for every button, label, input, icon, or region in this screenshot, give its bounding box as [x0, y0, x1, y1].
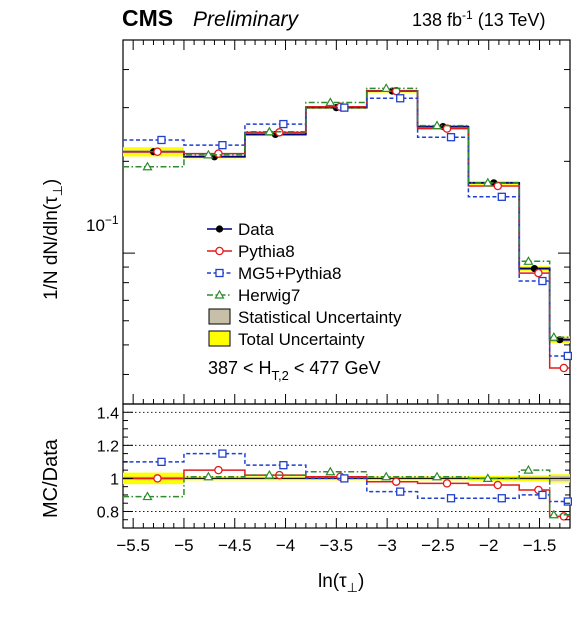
x-tick-label: −5.5: [116, 536, 150, 555]
legend-label-mg5: MG5+Pythia8: [238, 264, 341, 283]
lower-point-pythia8: [391, 477, 401, 486]
lower-y-tick-label: 1.4: [97, 405, 119, 422]
x-tick-label: −2.5: [421, 536, 455, 555]
upper-point-herwig7: [431, 120, 443, 130]
upper-point-mg5-pythia8: [396, 94, 405, 103]
lower-y-axis-label: MC/Data: [40, 438, 62, 518]
upper-point-herwig7: [142, 161, 153, 171]
lower-point-mg5-pythia8: [157, 457, 166, 467]
legend-entry-herwig7: Herwig7: [207, 286, 300, 305]
lower-point-pythia8: [493, 480, 503, 490]
lower-point-herwig7: [264, 469, 275, 479]
lower-reference-lines: [123, 411, 570, 512]
upper-point-herwig7: [325, 97, 336, 107]
lower-point-mg5-pythia8: [396, 487, 405, 496]
legend-label-total-unc: Total Uncertainty: [238, 330, 365, 349]
lower-point-herwig7: [203, 471, 214, 481]
lower-point-herwig7: [142, 491, 153, 501]
lower-point-mg5-pythia8: [340, 474, 349, 483]
lower-point-herwig7: [431, 471, 443, 481]
lower-y-tick-label: 1.2: [97, 438, 119, 455]
upper-frame: [122, 39, 571, 405]
x-tick-labels: −5.5 −5 −4.5 −4 −3.5 −3 −2.5 −2 −1.5: [116, 536, 556, 555]
lower-frame: [122, 403, 571, 529]
lower-point-herwig7: [548, 509, 559, 519]
experiment-label: CMS: [122, 5, 173, 31]
upper-point-herwig7: [264, 126, 275, 136]
upper-point-mg5-pythia8: [157, 135, 166, 145]
x-tick-label: −5: [174, 536, 193, 555]
x-tick-label: −4.5: [218, 536, 252, 555]
legend-entry-mg5: MG5+Pythia8: [207, 264, 341, 283]
upper-point-mg5-pythia8: [340, 103, 349, 112]
lower-y-ticks: 0.8 1 1.2 1.4: [97, 403, 570, 521]
lower-panel: 0.8 1 1.2 1.4 MC/Data: [40, 403, 572, 529]
upper-point-herwig7: [548, 331, 559, 341]
upper-point-mg5-pythia8: [446, 133, 456, 142]
legend-label-herwig7: Herwig7: [238, 286, 300, 305]
upper-point-pythia8: [214, 149, 223, 158]
lower-point-mg5-pythia8: [497, 494, 506, 503]
lower-point-herwig7: [523, 464, 534, 474]
lower-x-ticks: [122, 518, 561, 528]
lower-point-mg5-pythia8: [563, 497, 572, 506]
lower-point-pythia8: [559, 512, 569, 521]
x-tick-label: −2: [479, 536, 498, 555]
legend: Data Pythia8 MG5+Pythia8 Herwig7 Statist…: [207, 220, 402, 349]
upper-point-pythia8: [493, 181, 503, 191]
lumi-label: 138 fb-1 (13 TeV): [412, 8, 545, 30]
lower-y-tick-label: 1: [110, 471, 119, 488]
ht-range-annotation: 387 < HT,2 < 477 GeV: [208, 358, 380, 383]
x-tick-label: −1.5: [523, 536, 557, 555]
upper-point-herwig7: [381, 83, 392, 92]
legend-entry-data: Data: [207, 220, 274, 239]
lower-point-herwig7: [482, 473, 493, 482]
lower-point-mg5-pythia8: [218, 449, 227, 458]
upper-point-pythia8: [534, 268, 543, 278]
upper-point-mg5-pythia8: [538, 276, 547, 286]
lower-point-pythia8: [214, 465, 223, 475]
legend-label-data: Data: [238, 220, 274, 239]
upper-point-herwig7: [523, 256, 534, 265]
x-axis-label: ln(τ⊥): [318, 571, 364, 595]
upper-line-herwig7: [123, 87, 570, 338]
upper-line-mg5-pythia8: [123, 97, 570, 357]
upper-point-mg5-pythia8: [279, 119, 288, 129]
upper-y-axis-label: 1/N dN/dln(τ⊥): [41, 179, 65, 300]
legend-label-pythia8: Pythia8: [238, 242, 295, 261]
upper-point-mg5-pythia8: [218, 140, 227, 150]
upper-point-herwig7: [482, 177, 493, 187]
upper-uncertainty-bands: [123, 89, 570, 344]
lower-point-mg5-pythia8: [538, 490, 547, 500]
x-tick-label: −3: [377, 536, 396, 555]
upper-y-ticks: [123, 39, 570, 375]
lower-point-mg5-pythia8: [279, 461, 288, 470]
upper-x-ticks: [122, 40, 561, 404]
upper-line-data: [123, 90, 570, 341]
upper-point-herwig7: [203, 149, 214, 159]
upper-series-group: [123, 83, 572, 373]
legend-entry-total-unc: Total Uncertainty: [208, 330, 365, 349]
upper-point-pythia8: [153, 147, 162, 157]
upper-panel: 10−1 1/N dN/dln(τ⊥) Data Pythia8 MG5+Pyt…: [41, 39, 572, 405]
lower-y-tick-label: 0.8: [97, 504, 119, 521]
x-tick-label: −3.5: [320, 536, 354, 555]
status-label: Preliminary: [193, 8, 300, 31]
lower-point-pythia8: [153, 474, 162, 483]
legend-entry-pythia8: Pythia8: [207, 242, 295, 261]
lower-line-mg5-pythia8: [123, 452, 570, 503]
lower-series-group: [123, 449, 572, 521]
lower-point-mg5-pythia8: [446, 494, 456, 503]
upper-point-pythia8: [559, 363, 569, 373]
lower-point-herwig7: [325, 466, 336, 476]
legend-entry-stat-unc: Statistical Uncertainty: [208, 308, 402, 327]
lower-point-pythia8: [442, 479, 452, 488]
x-tick-label: −4: [276, 536, 295, 555]
upper-y-tick-label: 10−1: [86, 213, 119, 235]
upper-point-mg5-pythia8: [563, 351, 572, 361]
legend-label-stat-unc: Statistical Uncertainty: [238, 308, 402, 327]
lower-point-herwig7: [381, 471, 392, 481]
upper-point-mg5-pythia8: [497, 192, 506, 201]
